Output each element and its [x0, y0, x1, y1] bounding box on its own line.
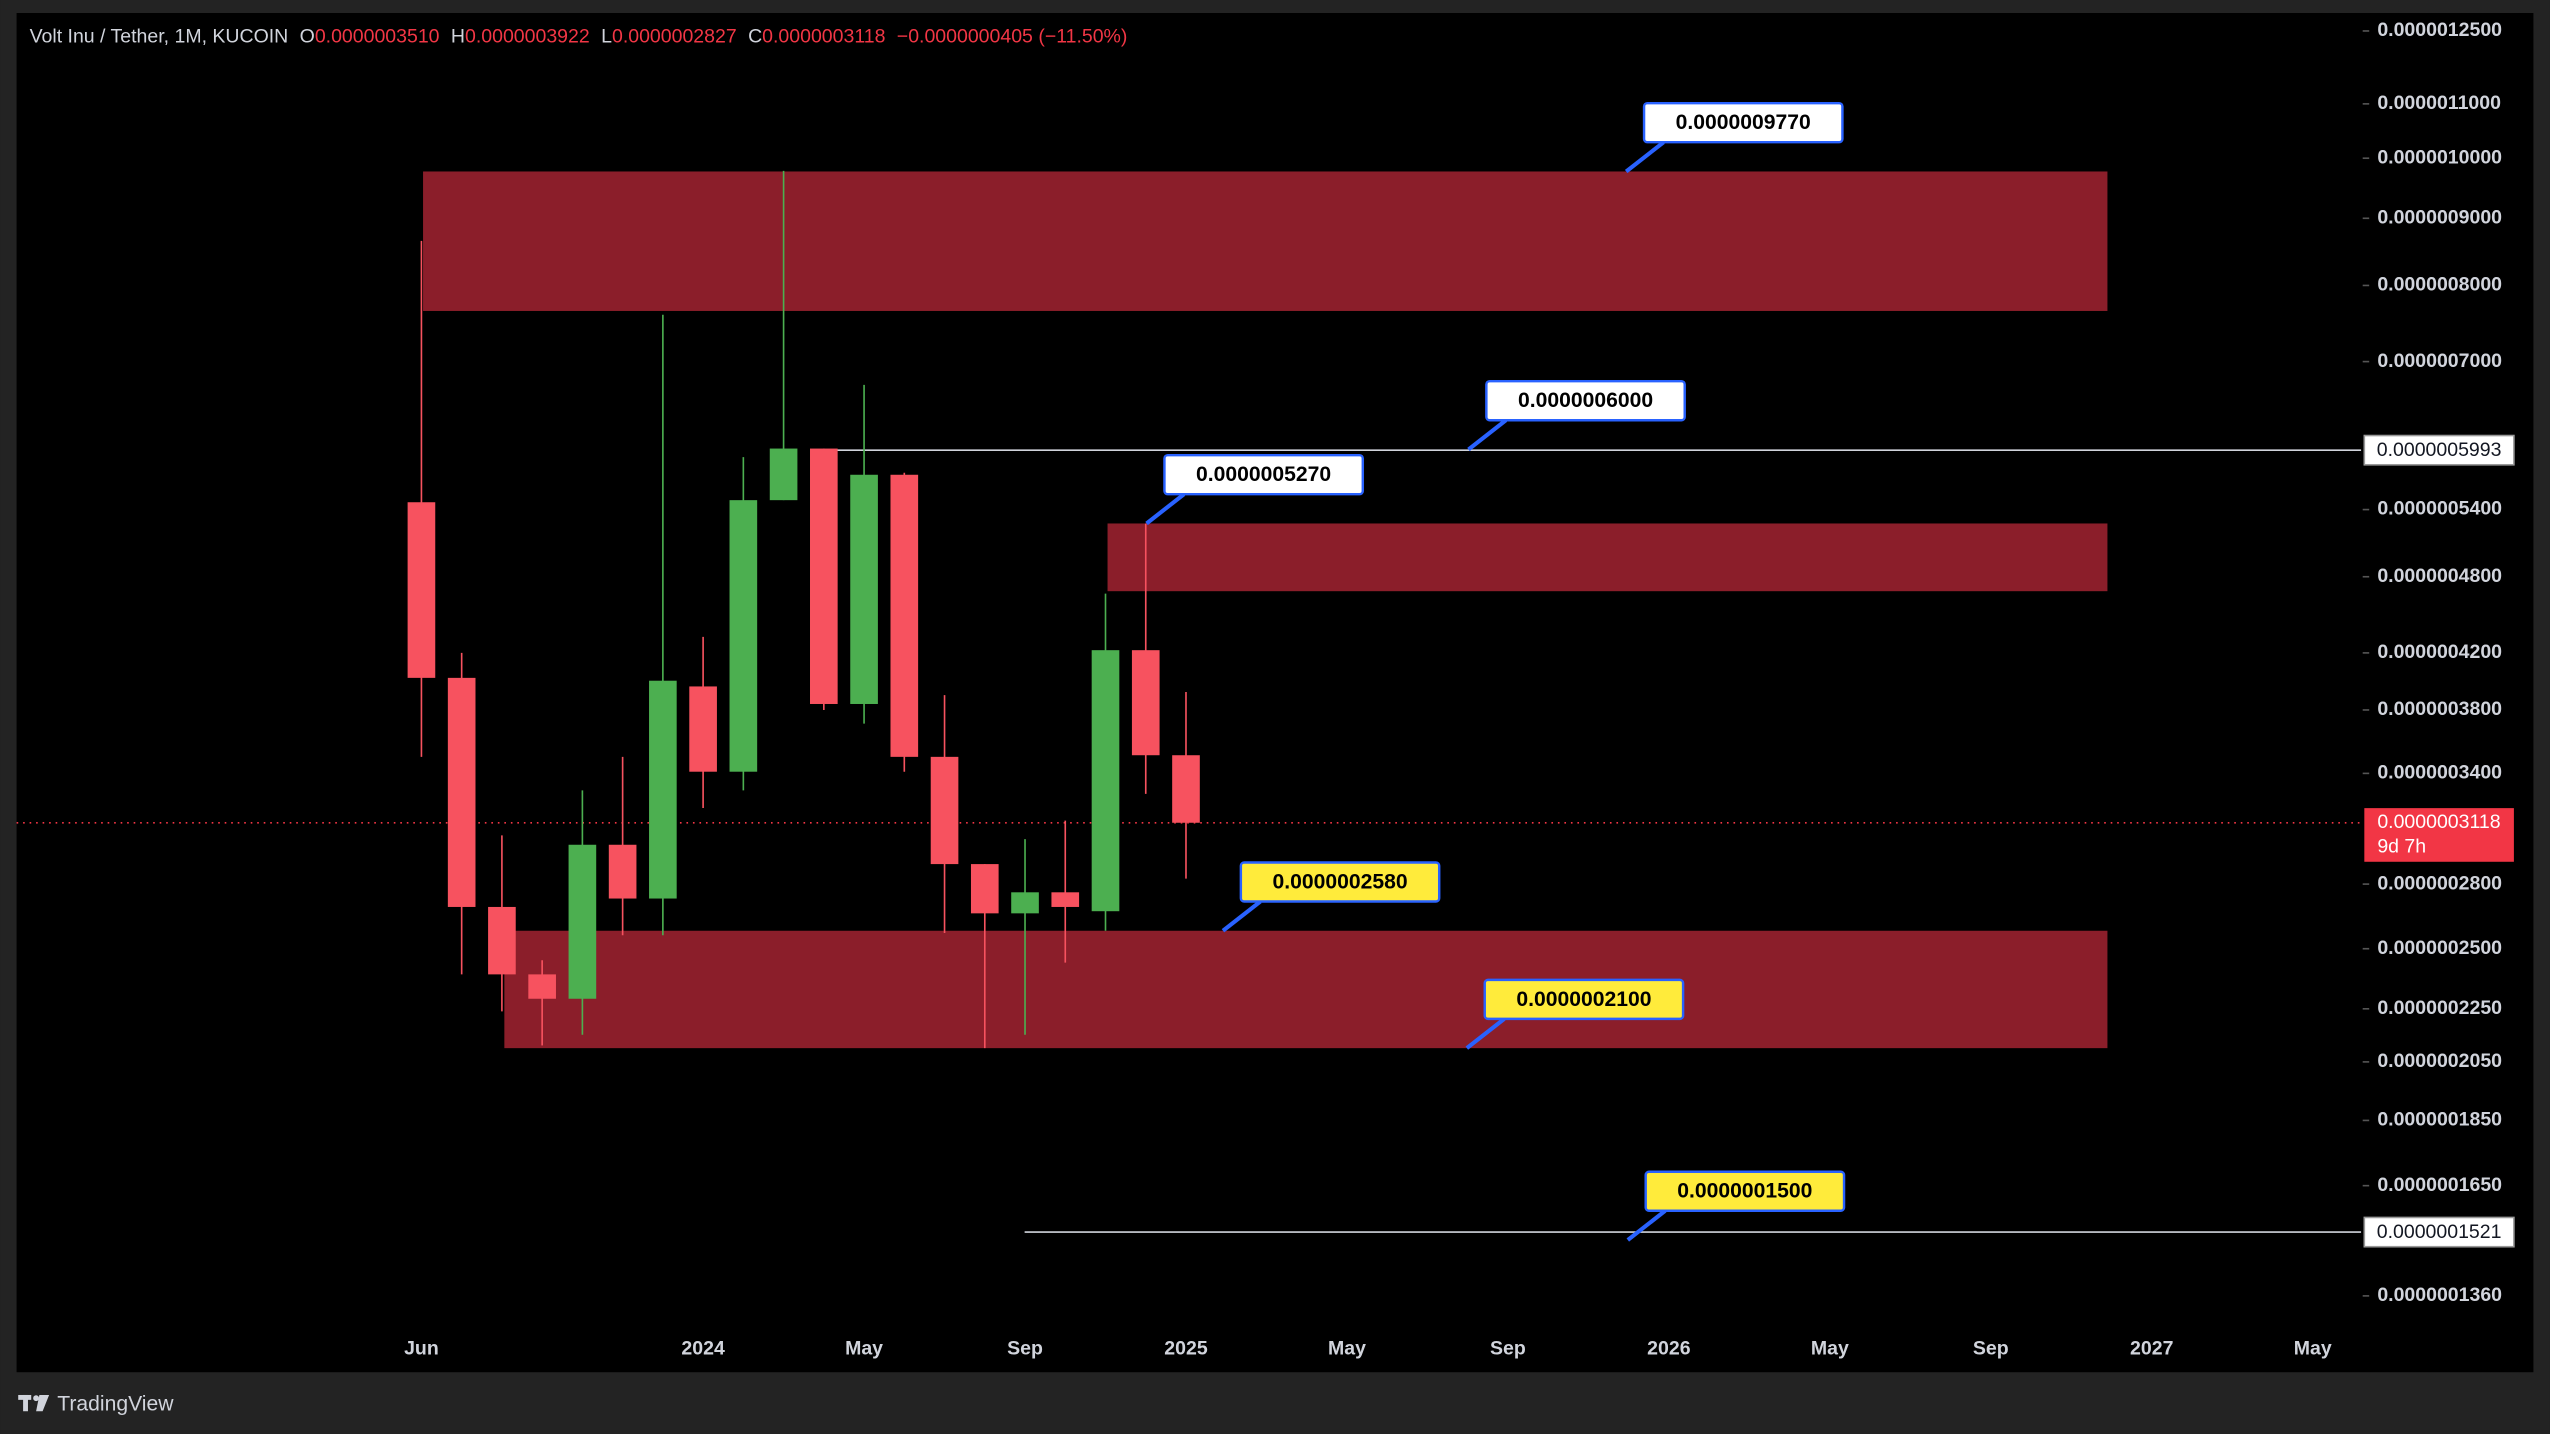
candle-body [1011, 892, 1039, 914]
candle-body [930, 756, 959, 865]
candle-body [1051, 892, 1080, 907]
x-tick-label: Sep [1007, 1338, 1043, 1360]
y-tick-label: 0.0000002050 [2377, 1050, 2502, 1072]
candle-body [488, 906, 516, 975]
callout-box [1483, 978, 1685, 1021]
x-tick-label: May [1811, 1338, 1849, 1360]
y-tick-label: 0.0000001850 [2377, 1109, 2502, 1131]
y-tick-label: 0.0000004800 [2377, 565, 2502, 587]
callout-label: 0.0000009770 [1676, 111, 1811, 134]
callout-pointer [1465, 1017, 1506, 1050]
symbol: Volt Inu / Tether, 1M, KUCOIN [30, 26, 289, 48]
logo-part [33, 1395, 40, 1402]
callout-label: 0.0000006000 [1518, 389, 1653, 412]
y-tick-label: 0.0000005400 [2377, 498, 2502, 520]
callout-label: 0.0000005270 [1196, 463, 1331, 486]
callout-box [1163, 453, 1365, 496]
callout-pointer [1626, 1209, 1667, 1242]
y-tick-label: 0.0000003800 [2377, 698, 2502, 720]
y-tick-label: 0.0000011000 [2377, 92, 2501, 114]
x-tick-label: May [845, 1338, 883, 1360]
candle-body [1091, 650, 1120, 912]
zone [423, 171, 2108, 311]
candle-body [890, 474, 919, 757]
candle-body [568, 844, 597, 999]
logo [18, 1394, 50, 1412]
price-label-box [2363, 434, 2515, 466]
logo-part [23, 1394, 28, 1412]
countdown: 9d 7h [2377, 835, 2426, 857]
y-tick-label: 0.0000001360 [2377, 1284, 2502, 1306]
low-label: L [601, 26, 612, 48]
callout-pointer [1221, 899, 1262, 933]
callout-label: 0.0000002580 [1272, 870, 1407, 893]
candle-body [850, 474, 878, 704]
close-label: C [748, 26, 762, 48]
candle-body [528, 974, 556, 999]
y-tick-label: 0.0000002500 [2377, 937, 2502, 959]
callout-pointer [1145, 492, 1186, 526]
last-price-box [2364, 808, 2514, 862]
x-tick-label: Sep [1973, 1338, 2009, 1360]
callout-box [1485, 379, 1686, 422]
candle-body [769, 448, 798, 501]
candle-body [407, 502, 436, 678]
high-label: H [451, 26, 465, 48]
y-tick-label: 0.0000009000 [2377, 206, 2502, 228]
candle-body [689, 686, 717, 772]
callout-box [1642, 101, 1844, 144]
callout-label: 0.0000001500 [1677, 1180, 1812, 1203]
x-tick-label: 2024 [681, 1338, 725, 1360]
y-tick-label: 0.0000004200 [2377, 641, 2502, 663]
x-tick-label: Sep [1490, 1338, 1526, 1360]
change: −0.0000000405 (−11.50%) [897, 26, 1128, 48]
candle-body [1131, 650, 1160, 756]
callout-box [1239, 861, 1441, 903]
price-label: 0.0000001521 [2377, 1221, 2502, 1243]
low-value: 0.0000002827 [612, 26, 737, 48]
candle-body [970, 864, 999, 914]
y-tick-label: 0.0000003400 [2377, 762, 2502, 784]
zone [1107, 523, 2108, 592]
open-label: O [300, 26, 315, 48]
y-tick-label: 0.0000002250 [2377, 997, 2502, 1019]
y-tick-label: 0.0000010000 [2377, 146, 2502, 168]
y-tick-label: 0.0000001650 [2377, 1174, 2502, 1196]
x-tick-label: 2026 [1647, 1338, 1691, 1360]
watermark: TradingView [57, 1392, 174, 1415]
zone [504, 930, 2108, 1049]
price-label-box [2363, 1216, 2515, 1248]
candle-body [1172, 755, 1200, 823]
x-tick-label: May [2294, 1338, 2332, 1360]
y-tick-label: 0.0000012500 [2377, 19, 2502, 41]
candle-body [729, 500, 758, 772]
callout-label: 0.0000002100 [1516, 988, 1651, 1011]
callout-pointer [1467, 418, 1508, 452]
high-value: 0.0000003922 [465, 26, 590, 48]
candle-body [608, 844, 637, 899]
header: Volt Inu / Tether, 1M, KUCOIN O0.00000035… [30, 26, 1128, 48]
x-tick-label: Jun [404, 1338, 439, 1360]
x-tick-label: 2025 [1164, 1338, 1208, 1360]
close-value: 0.0000003118 [762, 26, 885, 48]
y-tick-label: 0.0000008000 [2377, 274, 2502, 296]
candle-body [649, 680, 677, 899]
layers: 0.0000009770 0.0000006000 0.0000005270 0.00… [16, 19, 2515, 1360]
x-tick-label: 2027 [2130, 1338, 2173, 1360]
price-label: 0.0000005993 [2377, 439, 2502, 461]
last-price-label: 0.0000003118 [2377, 811, 2500, 833]
callout-box [1644, 1170, 1846, 1212]
x-tick-label: May [1328, 1338, 1366, 1360]
y-tick-label: 0.0000007000 [2377, 350, 2502, 372]
open-value: 0.0000003510 [315, 26, 440, 48]
y-tick-label: 0.0000002800 [2377, 872, 2502, 894]
candle-body [447, 677, 476, 907]
callout-pointer [1624, 140, 1665, 174]
logo-part [36, 1394, 50, 1412]
candle-body [810, 448, 838, 704]
